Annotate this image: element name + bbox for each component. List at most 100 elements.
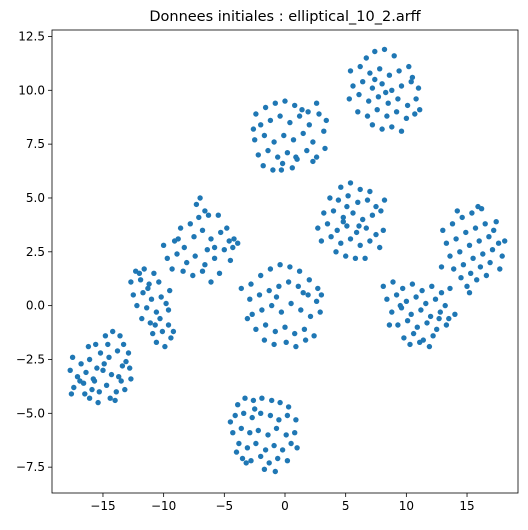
scatter-point [83, 369, 89, 376]
scatter-point [373, 231, 379, 238]
scatter-point [168, 335, 174, 341]
scatter-point [160, 242, 167, 248]
scatter-point [366, 98, 372, 104]
scatter-point [230, 430, 236, 436]
scatter-point [427, 313, 434, 320]
scatter-point [372, 76, 378, 83]
scatter-point [272, 328, 278, 335]
scatter-point [335, 197, 342, 203]
scatter-point [277, 262, 283, 268]
scatter-point [106, 354, 112, 360]
scatter-point [144, 305, 150, 311]
scatter-point [374, 107, 380, 113]
scatter-point [271, 341, 277, 348]
scatter-point [284, 458, 291, 464]
scatter-point [276, 283, 282, 289]
scatter-point [241, 410, 247, 416]
scatter-point [266, 460, 272, 466]
scatter-point [261, 337, 268, 343]
scatter-point [215, 212, 221, 218]
scatter-point [313, 298, 320, 304]
scatter-point [157, 315, 163, 322]
scatter-point [265, 147, 271, 154]
scatter-point [355, 199, 361, 205]
scatter-point [82, 391, 88, 397]
scatter-point [255, 427, 261, 434]
scatter-point [165, 307, 172, 313]
scatter-point [253, 326, 259, 332]
scatter-point [256, 292, 263, 298]
scatter-point [204, 247, 210, 253]
scatter-point [423, 300, 429, 307]
scatter-point [184, 259, 190, 266]
y-tick-label: 2.5 [26, 245, 45, 259]
scatter-point [386, 322, 393, 328]
scatter-point [153, 309, 160, 315]
x-tick-label: 0 [281, 499, 289, 513]
scatter-point [259, 307, 265, 313]
scatter-point [393, 109, 400, 115]
scatter-point [285, 404, 292, 410]
scatter-point [357, 186, 363, 193]
scatter-point [125, 350, 132, 356]
scatter-point [252, 406, 258, 412]
scatter-point [150, 330, 156, 337]
scatter-point [232, 412, 238, 419]
scatter-point [153, 339, 160, 345]
scatter-point [117, 333, 123, 339]
scatter-point [383, 89, 389, 96]
scatter-point [407, 341, 413, 348]
scatter-point [430, 333, 436, 339]
scatter-point [218, 229, 224, 236]
scatter-point [267, 266, 274, 272]
scatter-point [278, 167, 285, 173]
x-tick-label: 15 [459, 499, 474, 513]
scatter-point [141, 266, 147, 272]
scatter-point [412, 111, 418, 117]
scatter-point [315, 225, 321, 231]
scatter-point [255, 152, 261, 158]
scatter-point [491, 227, 497, 233]
scatter-point [300, 130, 306, 137]
scatter-point [390, 279, 396, 285]
scatter-point [108, 371, 115, 378]
scatter-point [350, 83, 356, 89]
chart-title: Donnees initiales : elliptical_10_2.arff [149, 9, 421, 25]
scatter-point [67, 367, 73, 373]
scatter-point [447, 253, 453, 259]
scatter-point [140, 290, 146, 296]
scatter-point [322, 145, 328, 152]
scatter-point [470, 255, 476, 261]
scatter-point [196, 214, 202, 221]
scatter-point [270, 167, 276, 173]
scatter-point [324, 221, 331, 227]
scatter-point [306, 122, 312, 128]
scatter-point [78, 361, 84, 367]
scatter-point [156, 279, 162, 285]
scatter-point [287, 264, 293, 270]
scatter-point [193, 201, 200, 208]
scatter-point [426, 343, 433, 350]
scatter-point [356, 91, 362, 98]
scatter-point [437, 309, 443, 315]
scatter-point [464, 283, 470, 289]
scatter-point [89, 386, 95, 393]
scatter-point [306, 277, 312, 283]
scatter-point [93, 341, 99, 348]
scatter-point [328, 234, 334, 240]
scatter-point [389, 124, 395, 130]
scatter-point [208, 279, 214, 285]
scatter-point [424, 320, 430, 326]
scatter-point [243, 460, 249, 466]
scatter-point [295, 283, 301, 289]
scatter-point [216, 270, 223, 276]
scatter-point [438, 290, 445, 296]
scatter-point [192, 253, 198, 259]
scatter-point [391, 53, 397, 59]
scatter-point [271, 139, 277, 145]
scatter-point [253, 440, 259, 447]
scatter-point [227, 419, 234, 425]
scatter-point [413, 96, 419, 102]
scatter-point [458, 275, 464, 281]
scatter-point [310, 158, 316, 165]
